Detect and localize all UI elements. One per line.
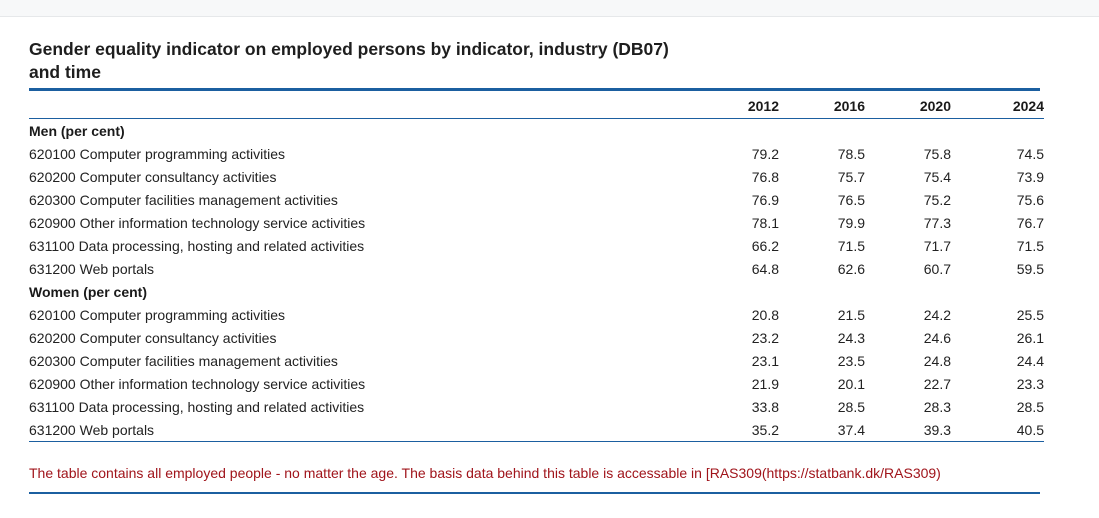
table-cell-value: 35.2 xyxy=(693,418,779,442)
table-row: 620900 Other information technology serv… xyxy=(29,211,1044,234)
table-cell-value: 75.4 xyxy=(923,168,951,185)
table-cell-value: 78.1 xyxy=(751,214,779,231)
table-cell-value: 60.7 xyxy=(923,260,951,277)
table-cell-value: 66.2 xyxy=(751,237,779,254)
data-table: 2012 2016 2020 2024 Men (per cent) 620100… xyxy=(29,94,1044,442)
table-cell-value: 28.5 xyxy=(1016,398,1044,415)
table-row: 620300 Computer facilities management ac… xyxy=(29,349,1044,372)
row-label: 631200 Web portals xyxy=(29,260,155,277)
table-title: Gender equality indicator on employed pe… xyxy=(29,39,669,82)
top-bar xyxy=(0,0,1099,17)
table-cell-value: 77.3 xyxy=(923,214,951,231)
group-label: Men (per cent) xyxy=(29,122,125,139)
row-label: 620100 Computer programming activities xyxy=(29,145,286,162)
table-row: 620200 Computer consultancy activities 23… xyxy=(29,326,1044,349)
table-cell-value: 23.3 xyxy=(1016,375,1044,392)
group-row: Men (per cent) xyxy=(29,119,1044,143)
row-label: 631100 Data processing, hosting and rela… xyxy=(29,237,365,254)
table-cell-value: 59.5 xyxy=(1016,260,1044,277)
table-cell-value: 62.6 xyxy=(837,260,865,277)
table-cell-value: 23.1 xyxy=(751,352,779,369)
column-header-year: 2016 xyxy=(779,94,865,119)
table-cell-value: 26.1 xyxy=(1016,329,1044,346)
table-cell-value: 75.7 xyxy=(837,168,865,185)
row-label: 620900 Other information technology serv… xyxy=(29,375,366,392)
table-cell-value: 71.5 xyxy=(837,237,865,254)
table-cell-value: 24.6 xyxy=(923,329,951,346)
row-label: 631200 Web portals xyxy=(29,418,693,442)
header-row: 2012 2016 2020 2024 xyxy=(29,94,1044,119)
table-cell-value: 76.8 xyxy=(751,168,779,185)
table-cell-value: 79.2 xyxy=(751,145,779,162)
header-corner xyxy=(29,94,693,119)
table-row: 620100 Computer programming activities 79… xyxy=(29,142,1044,165)
table-cell-value: 71.5 xyxy=(1016,237,1044,254)
table-cell-value: 39.3 xyxy=(865,418,951,442)
title-divider xyxy=(29,88,1040,91)
table-cell-value: 24.2 xyxy=(923,306,951,323)
table-cell-value: 22.7 xyxy=(923,375,951,392)
table-row: 620900 Other information technology serv… xyxy=(29,372,1044,395)
table-cell-value: 24.4 xyxy=(1016,352,1044,369)
row-label: 620300 Computer facilities management ac… xyxy=(29,352,338,369)
table-cell-value: 73.9 xyxy=(1016,168,1044,185)
table-cell-value: 76.7 xyxy=(1016,214,1044,231)
table-cell-value: 75.2 xyxy=(923,191,951,208)
group-label: Women (per cent) xyxy=(29,283,147,300)
table-cell-value: 37.4 xyxy=(779,418,865,442)
table-cell-value: 21.9 xyxy=(751,375,779,392)
table-cell-value: 23.2 xyxy=(751,329,779,346)
table-cell-value: 25.5 xyxy=(1016,306,1044,323)
table-cell-value: 23.5 xyxy=(837,352,865,369)
row-label: 620300 Computer facilities management ac… xyxy=(29,191,338,208)
row-label: 620100 Computer programming activities xyxy=(29,306,286,323)
column-header-year: 2020 xyxy=(865,94,951,119)
table-cell-value: 79.9 xyxy=(837,214,865,231)
bottom-divider xyxy=(29,492,1040,494)
table-cell-value: 28.3 xyxy=(923,398,951,415)
row-label: 620200 Computer consultancy activities xyxy=(29,168,277,185)
table-cell-value: 64.8 xyxy=(751,260,779,277)
column-header-year: 2012 xyxy=(693,94,779,119)
table-cell-value: 33.8 xyxy=(751,398,779,415)
table-row: 620200 Computer consultancy activities 76… xyxy=(29,165,1044,188)
row-label: 631100 Data processing, hosting and rela… xyxy=(29,398,365,415)
table-cell-value: 75.8 xyxy=(923,145,951,162)
footnote: The table contains all employed people -… xyxy=(29,465,941,481)
column-header-year: 2024 xyxy=(951,94,1044,119)
table-cell-value: 75.6 xyxy=(1016,191,1044,208)
table-cell-value: 24.8 xyxy=(923,352,951,369)
row-label: 620900 Other information technology serv… xyxy=(29,214,366,231)
table-row: 620300 Computer facilities management ac… xyxy=(29,188,1044,211)
table-cell-value: 71.7 xyxy=(923,237,951,254)
table-row: 620100 Computer programming activities 20… xyxy=(29,303,1044,326)
table-row: 631100 Data processing, hosting and rela… xyxy=(29,234,1044,257)
table-cell-value: 76.9 xyxy=(751,191,779,208)
table-cell-value: 76.5 xyxy=(837,191,865,208)
table-cell-value: 20.1 xyxy=(837,375,865,392)
table-row: 631200 Web portals 35.2 37.4 39.3 40.5 xyxy=(29,418,1044,442)
table-cell-value: 24.3 xyxy=(837,329,865,346)
table-row: 631200 Web portals 64.8 62.6 60.7 59.5 xyxy=(29,257,1044,280)
group-row: Women (per cent) xyxy=(29,280,1044,303)
table-cell-value: 20.8 xyxy=(751,306,779,323)
table-cell-value: 28.5 xyxy=(837,398,865,415)
table-body: Men (per cent) 620100 Computer programmin… xyxy=(29,119,1044,442)
table-cell-value: 74.5 xyxy=(1016,145,1044,162)
row-label: 620200 Computer consultancy activities xyxy=(29,329,277,346)
table-row: 631100 Data processing, hosting and rela… xyxy=(29,395,1044,418)
table-cell-value: 21.5 xyxy=(837,306,865,323)
table-cell-value: 78.5 xyxy=(837,145,865,162)
table-cell-value: 40.5 xyxy=(951,418,1044,442)
